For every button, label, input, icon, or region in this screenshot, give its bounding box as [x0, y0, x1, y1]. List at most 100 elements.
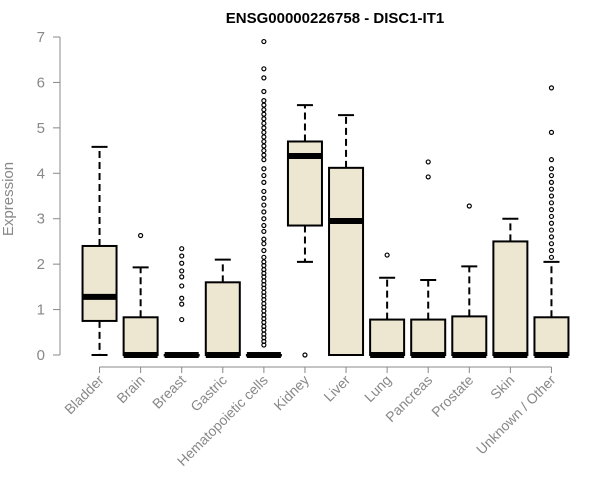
x-tick-label: Lung [361, 372, 394, 405]
outlier-point [548, 193, 555, 199]
outlier-point [138, 232, 144, 239]
iqr-box [492, 240, 529, 356]
chart-title: ENSG00000226758 - DISC1-IT1 [226, 10, 444, 27]
outlier-point [261, 209, 267, 215]
outlier-point [261, 66, 267, 72]
outlier-point [548, 254, 555, 260]
outlier-point [548, 241, 555, 247]
iqr-box [204, 281, 241, 357]
outlier-point [261, 107, 267, 113]
iqr-box [410, 318, 447, 356]
outlier-point [548, 220, 555, 226]
outlier-point [179, 260, 185, 266]
outlier-point [548, 166, 555, 172]
box-liver [328, 114, 365, 356]
outlier-point [261, 138, 267, 145]
iqr-box [369, 318, 406, 356]
outlier-point [425, 159, 431, 165]
iqr-box [533, 316, 570, 356]
outlier-point [261, 134, 267, 140]
outlier-point [548, 186, 555, 192]
x-tick-label: Brain [113, 372, 147, 406]
box-breast [163, 246, 200, 358]
iqr-box [328, 166, 365, 356]
outlier-point [261, 188, 267, 195]
y-tick-label: 4 [37, 165, 45, 182]
outlier-point [261, 75, 267, 81]
outlier-point [261, 125, 267, 131]
outlier-point [261, 143, 267, 149]
box-pancreas [410, 159, 447, 358]
y-tick-label: 6 [37, 74, 45, 91]
outlier-point [548, 213, 555, 220]
outlier-point [179, 253, 185, 259]
iqr-box [122, 316, 159, 356]
y-tick-label: 2 [37, 256, 45, 273]
outlier-point [548, 200, 555, 206]
outlier-point [179, 295, 185, 301]
outlier-point [261, 166, 267, 172]
x-tick-label: Breast [149, 372, 189, 412]
outlier-point [179, 268, 185, 274]
box-skin [492, 217, 529, 358]
outlier-point [261, 147, 267, 154]
outlier-point [548, 179, 555, 185]
outlier-point [261, 247, 267, 254]
outlier-point [261, 102, 267, 108]
outlier-point [384, 252, 390, 258]
outlier-point [261, 157, 267, 163]
x-tick-label: Liver [320, 372, 353, 405]
outlier-point [179, 274, 185, 280]
outlier-point [261, 179, 267, 185]
box-prostate [451, 203, 488, 358]
box-kidney [286, 104, 323, 358]
x-tick-label: Bladder [61, 372, 107, 418]
outlier-point [261, 254, 267, 260]
x-tick-label: Prostate [428, 372, 476, 420]
outlier-point [261, 111, 267, 117]
plot-area [81, 38, 570, 358]
outlier-point [466, 203, 472, 209]
outlier-point [548, 129, 555, 135]
outlier-point [548, 172, 555, 179]
outlier-point [261, 152, 267, 158]
outlier-point [261, 222, 267, 229]
outlier-point [261, 38, 267, 45]
y-tick-label: 7 [37, 29, 45, 46]
outlier-point [179, 316, 185, 323]
outlier-point [548, 85, 555, 91]
outlier-point [261, 120, 267, 126]
outlier-point [261, 202, 267, 208]
box-lung [369, 252, 406, 358]
outlier-point [425, 174, 431, 180]
y-axis-label: Expression [0, 162, 17, 236]
x-tick-label: Kidney [270, 372, 312, 414]
y-tick-label: 1 [37, 302, 45, 319]
outlier-point [179, 283, 185, 289]
outlier-point [261, 172, 267, 179]
x-tick-label: Skin [487, 372, 518, 403]
outlier-point [261, 228, 267, 235]
y-tick-label: 5 [37, 120, 45, 137]
box-hematopoietic-cells [245, 38, 282, 358]
box-gastric [204, 258, 241, 358]
outlier-point [261, 88, 267, 95]
outlier-point [261, 216, 267, 222]
outlier-point [261, 236, 267, 242]
outlier-point [261, 116, 267, 122]
outlier-point [548, 234, 555, 240]
outlier-point [548, 207, 555, 213]
outlier-point [261, 97, 267, 104]
y-tick-label: 0 [37, 347, 45, 364]
iqr-box [451, 315, 488, 356]
outlier-point [548, 157, 555, 163]
box-bladder [81, 145, 118, 356]
outlier-point [548, 227, 555, 233]
box-unknown-other [533, 85, 570, 358]
outlier-point [302, 352, 308, 358]
outlier-point [261, 241, 267, 247]
y-axis: 0 1 2 3 4 5 6 7 [37, 29, 61, 364]
outlier-point [261, 129, 267, 135]
